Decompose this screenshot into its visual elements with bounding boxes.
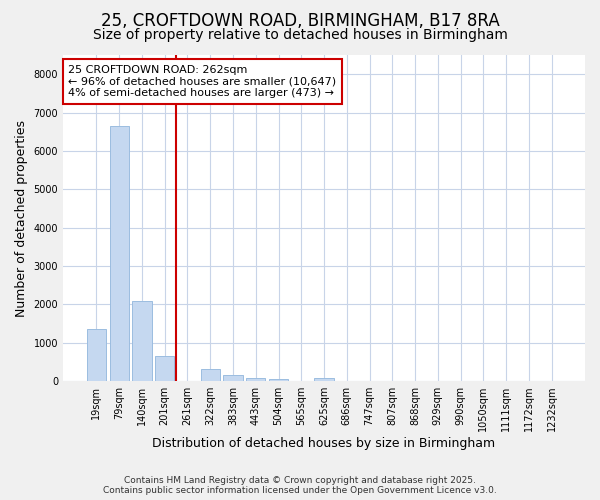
Y-axis label: Number of detached properties: Number of detached properties xyxy=(15,120,28,316)
Bar xyxy=(246,378,265,381)
Bar xyxy=(223,376,242,381)
Bar xyxy=(269,379,288,381)
Text: Size of property relative to detached houses in Birmingham: Size of property relative to detached ho… xyxy=(92,28,508,42)
Bar xyxy=(87,330,106,381)
Text: 25 CROFTDOWN ROAD: 262sqm
← 96% of detached houses are smaller (10,647)
4% of se: 25 CROFTDOWN ROAD: 262sqm ← 96% of detac… xyxy=(68,65,337,98)
Bar xyxy=(155,356,175,381)
X-axis label: Distribution of detached houses by size in Birmingham: Distribution of detached houses by size … xyxy=(152,437,496,450)
Text: Contains HM Land Registry data © Crown copyright and database right 2025.
Contai: Contains HM Land Registry data © Crown c… xyxy=(103,476,497,495)
Bar xyxy=(314,378,334,381)
Bar xyxy=(110,126,129,381)
Text: 25, CROFTDOWN ROAD, BIRMINGHAM, B17 8RA: 25, CROFTDOWN ROAD, BIRMINGHAM, B17 8RA xyxy=(101,12,499,30)
Bar xyxy=(200,369,220,381)
Bar xyxy=(132,300,152,381)
